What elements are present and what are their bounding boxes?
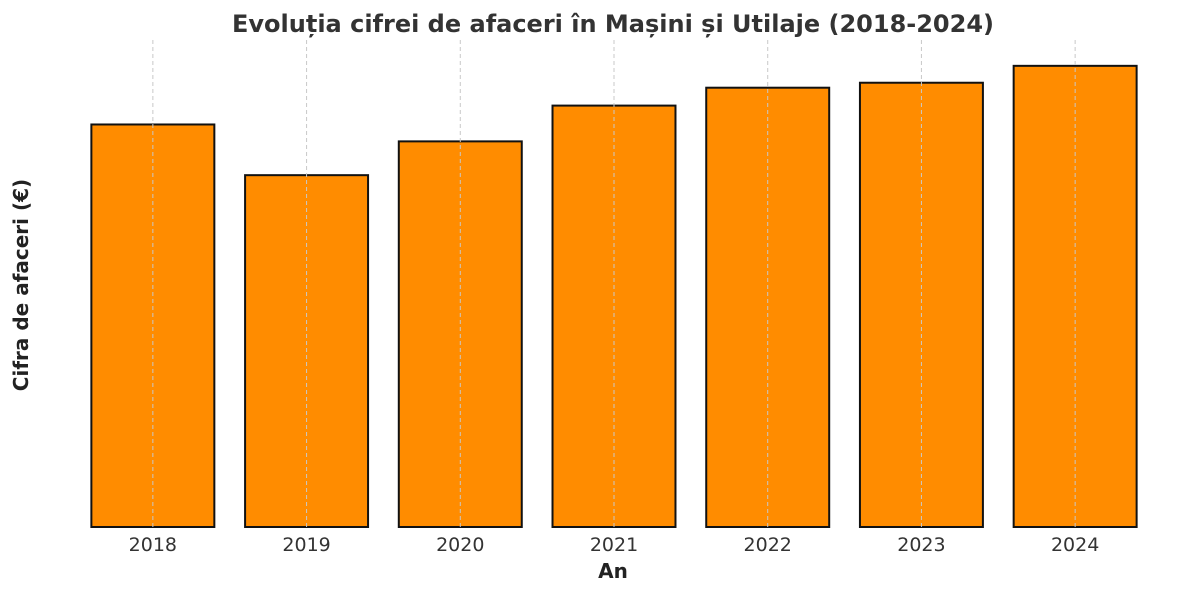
bars	[90, 64, 1138, 529]
x-tick-label-2018: 2018	[129, 534, 177, 556]
y-axis-label: Cifra de afaceri (€)	[9, 179, 33, 391]
x-tick-label-2023: 2023	[897, 534, 945, 556]
x-tick-label-2019: 2019	[282, 534, 330, 556]
x-tick-label-2021: 2021	[590, 534, 638, 556]
x-axis-label: An	[598, 559, 628, 583]
chart-title: Evoluția cifrei de afaceri în Mașini și …	[232, 10, 994, 38]
x-tick-labels: 2018 2019 2020 2021 2022 2023 2024	[129, 534, 1100, 556]
bar-2018	[90, 123, 216, 529]
bar-2024	[1012, 64, 1138, 528]
x-tick-label-2024: 2024	[1051, 534, 1099, 556]
x-tick-label-2022: 2022	[744, 534, 792, 556]
x-tick-label-2020: 2020	[436, 534, 484, 556]
bar-2023	[858, 81, 984, 529]
